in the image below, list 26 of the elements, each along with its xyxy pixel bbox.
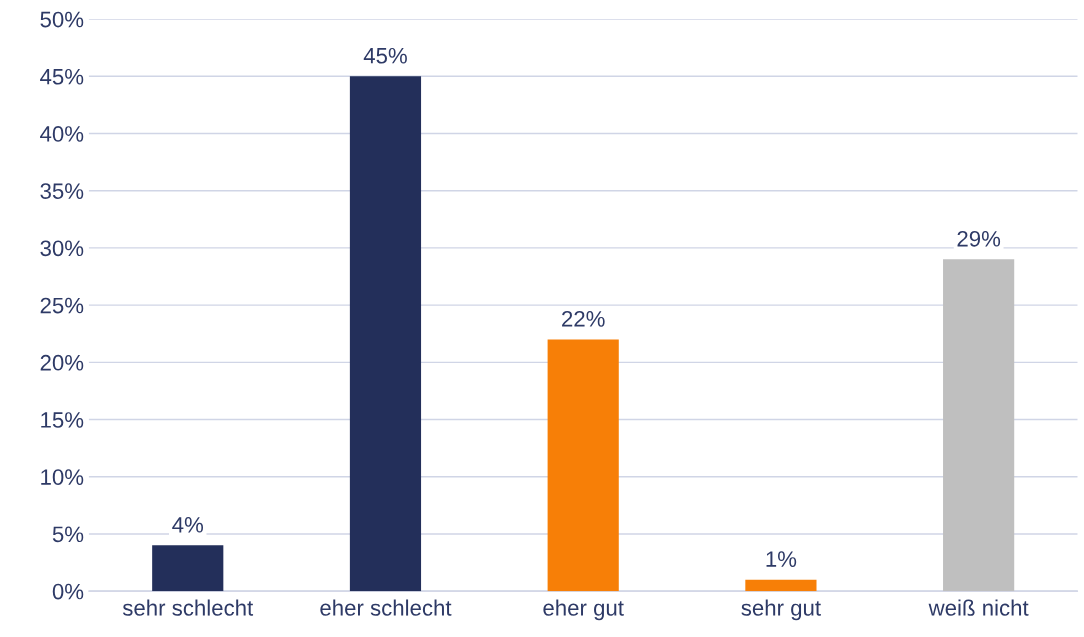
bar xyxy=(943,259,1015,592)
bar xyxy=(349,76,422,592)
y-tick-label: 30% xyxy=(40,240,84,257)
data-label: 29% xyxy=(957,230,1001,247)
x-tick-label: eher schlecht xyxy=(320,599,452,616)
y-tick-label: 20% xyxy=(40,354,84,371)
y-tick-label: 15% xyxy=(41,412,84,428)
bar xyxy=(547,339,619,592)
y-tick-label: 10% xyxy=(41,469,84,485)
data-label: 45% xyxy=(363,47,407,64)
y-tick-label: 45% xyxy=(40,68,84,85)
data-label: 4% xyxy=(172,517,204,533)
bar xyxy=(745,579,817,592)
x-tick-label: weiß nicht xyxy=(928,599,1029,616)
bar xyxy=(152,545,224,592)
x-tick-label: eher gut xyxy=(543,599,624,621)
data-label: 1% xyxy=(766,551,797,567)
y-tick-label: 5% xyxy=(52,526,84,543)
y-tick-label: 0% xyxy=(52,583,84,600)
x-tick-label: sehr schlecht xyxy=(122,599,254,616)
x-tick-label: sehr gut xyxy=(741,599,821,621)
y-tick-label: 40% xyxy=(40,126,84,142)
y-tick-label: 25% xyxy=(40,297,84,314)
y-tick-label: 50% xyxy=(40,11,84,28)
data-label: 22% xyxy=(562,310,605,327)
y-tick-label: 35% xyxy=(40,183,84,199)
